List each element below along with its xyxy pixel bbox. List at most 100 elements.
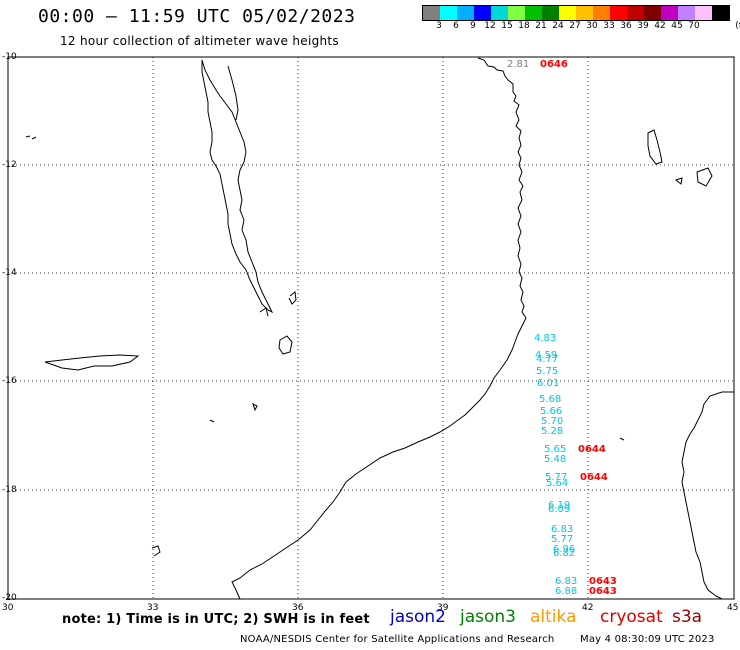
y-tick-label: -18: [2, 485, 17, 495]
map-title: 00:00 – 11:59 UTC 05/02/2023: [38, 6, 356, 27]
coastline: [25, 57, 734, 600]
colorbar-label: 21: [535, 21, 547, 31]
madagascar-coast: [681, 391, 734, 600]
colorbar-label: 15: [501, 21, 513, 31]
colorbar-cell: [542, 6, 559, 20]
colorbar-label: (ft): [735, 21, 740, 31]
x-tick-label: 45: [727, 603, 739, 613]
moheli: [696, 167, 713, 187]
wave-height-label: 5.64: [546, 478, 568, 489]
x-tick-label: 42: [582, 603, 594, 613]
wave-height-label: 4.83: [534, 333, 556, 344]
x-tick-label: 39: [437, 603, 449, 613]
colorbar-label: 42: [654, 21, 666, 31]
wave-height-label: 5.66: [540, 406, 562, 417]
wave-height-label: 6.01: [537, 378, 559, 389]
footer: NOAA/NESDIS Center for Satellite Applica…: [240, 634, 714, 645]
wave-height-label: 5.48: [544, 454, 566, 465]
map-grid: [8, 57, 734, 599]
colorbar-cell: [440, 6, 457, 20]
colorbar-cell: [610, 6, 627, 20]
colorbar-cell: [474, 6, 491, 20]
colorbar-label: 6: [453, 21, 459, 31]
legend-jason2: jason2: [390, 607, 446, 627]
colorbar-cell: [559, 6, 576, 20]
wave-height-label: 5.70: [541, 416, 563, 427]
colorbar-label: 45: [671, 21, 683, 31]
lake-malawi-south: [227, 65, 239, 121]
wave-height-label: 4.77: [536, 354, 558, 365]
wave-height-label: 6.88: [555, 586, 577, 597]
african-coastline: [231, 57, 527, 600]
y-tick-label: -16: [2, 376, 17, 386]
colorbar-label: 30: [586, 21, 598, 31]
colorbar-cell: [678, 6, 695, 20]
wave-height-label: 0644: [580, 472, 608, 483]
lake-chilwa: [278, 335, 293, 355]
lake-bangweulu: [44, 354, 140, 371]
colorbar-cell: [593, 6, 610, 20]
wave-height-label: 4.59: [535, 350, 557, 361]
colorbar-cell: [457, 6, 474, 20]
wave-height-label: 6.19: [548, 500, 570, 511]
x-tick-label: 36: [292, 603, 304, 613]
wave-height-label: 5.68: [539, 394, 561, 405]
map-subtitle: 12 hour collection of altimeter wave hei…: [60, 34, 339, 48]
grande-comore: [647, 129, 663, 165]
legend-s3a: s3a: [672, 607, 703, 627]
wave-height-label: 0644: [578, 444, 606, 455]
colorbar-cell: [627, 6, 644, 20]
colorbar-cell: [423, 6, 440, 20]
colorbar-cell: [491, 6, 508, 20]
wave-height-labels: 2.81 0646 4.83 4.594.775.756.01 5.685.665.70…: [507, 59, 617, 597]
colorbar-label: 3: [436, 21, 442, 31]
y-tick-label: -14: [2, 268, 17, 278]
colorbar-cell: [525, 6, 542, 20]
wave-height-label: 5.77: [545, 472, 567, 483]
units-note: note: 1) Time is in UTC; 2) SWH is in fe…: [62, 612, 370, 627]
wave-height-label: 6.96: [553, 544, 575, 555]
y-tick-label: -20: [2, 593, 17, 603]
colorbar-label: 33: [603, 21, 615, 31]
colorbar-label: 18: [518, 21, 530, 31]
wave-height-label: 0643: [589, 576, 617, 587]
plot-frame: [7, 56, 735, 600]
wave-height-label: 5.28: [541, 426, 563, 437]
colorbar-label: 24: [552, 21, 564, 31]
colorbar-label: 12: [484, 21, 496, 31]
x-tick-label: 33: [147, 603, 159, 613]
colorbar-label: 70: [688, 21, 700, 31]
colorbar-cell: [712, 6, 729, 20]
colorbar-cell: [644, 6, 661, 20]
colorbar-cell: [508, 6, 525, 20]
wave-height-label: 6.09: [548, 504, 570, 515]
wave-height-label: 0646: [540, 59, 568, 70]
wave-height-label: 6.82: [553, 548, 575, 559]
colorbar-cell: [661, 6, 678, 20]
footer-credit: NOAA/NESDIS Center for Satellite Applica…: [240, 634, 555, 645]
wave-height-label: 5.65: [544, 444, 566, 455]
wave-height-label: 6.83: [551, 524, 573, 535]
wave-height-label: 5.77: [551, 534, 573, 545]
legend-altika: altika: [530, 607, 577, 627]
colorbar-label: 27: [569, 21, 581, 31]
colorbar-cell: [695, 6, 712, 20]
colorbar-cell: [576, 6, 593, 20]
wave-height-label: 2.81: [507, 59, 529, 70]
wave-height-label: 5.75: [536, 366, 558, 377]
wave-height-label: 0643: [589, 586, 617, 597]
legend-cryosat: cryosat: [600, 607, 663, 627]
colorbar-label: 9: [470, 21, 476, 31]
lake-malawi: [201, 59, 274, 314]
legend-jason3: jason3: [460, 607, 516, 627]
wave-height-label: 6.83: [555, 576, 577, 587]
colorbar-label: 36: [620, 21, 632, 31]
y-tick-label: -12: [2, 160, 17, 170]
x-tick-label: 30: [2, 603, 14, 613]
colorbar-label: 39: [637, 21, 649, 31]
wave-height-colorbar: [422, 5, 730, 21]
footer-timestamp: May 4 08:30:09 UTC 2023: [580, 634, 715, 645]
y-tick-label: -10: [2, 52, 17, 62]
